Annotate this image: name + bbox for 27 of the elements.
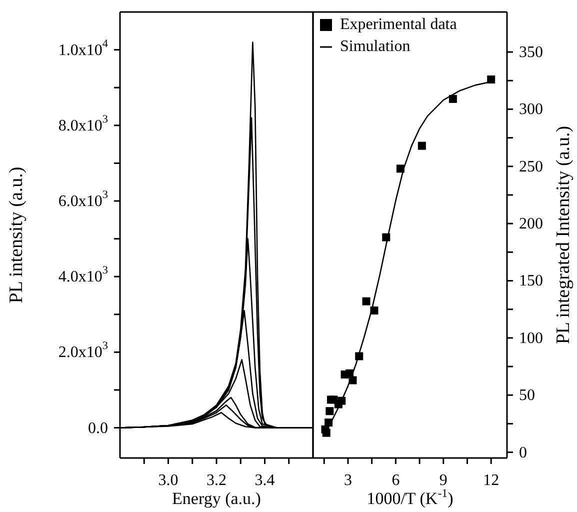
x-tick-label: 12 [483,472,500,488]
x-tick-label: 3.0 [158,472,178,488]
y-tick-label: 8.0x10$^{3}$ [58,113,108,134]
x-tick-label: 9 [439,472,448,488]
y-tick-label: 300 [519,100,543,118]
y-tick-label: 150 [519,272,543,290]
y-tick-label: 350 [519,44,543,61]
y-tick-label: 200 [519,215,543,232]
x-axis-title: Energy (a.u.) [172,489,261,508]
y-tick-label: 0.0 [88,419,108,436]
x-tick-label: 3.2 [206,472,226,488]
y-axis-title: PL integrated Intensity (a.u.) [552,126,574,344]
x-tick-label: 3.4 [254,472,275,488]
x-tick-label: 3 [344,472,352,488]
y-axis-title: PL intensity (a.u.) [6,166,26,304]
y-tick-label: 6.0x10$^{3}$ [58,188,108,210]
x-tick-label: 6 [392,472,400,488]
y-tick-label: 4.0x10$^{3}$ [58,264,108,286]
y-tick-label: 0 [519,444,527,461]
legend-label: Simulation [340,37,410,57]
x-axis-title: 1000/T (K$^{-1}$) [366,486,454,508]
y-tick-label: 50 [519,386,535,404]
y-tick-label: 2.0x10$^{3}$ [58,340,108,361]
y-tick-label: 100 [519,329,543,346]
legend-label: Experimental data [340,15,457,35]
y-tick-label: 1.0x10$^{4}$ [58,38,108,58]
y-tick-label: 250 [519,158,543,175]
